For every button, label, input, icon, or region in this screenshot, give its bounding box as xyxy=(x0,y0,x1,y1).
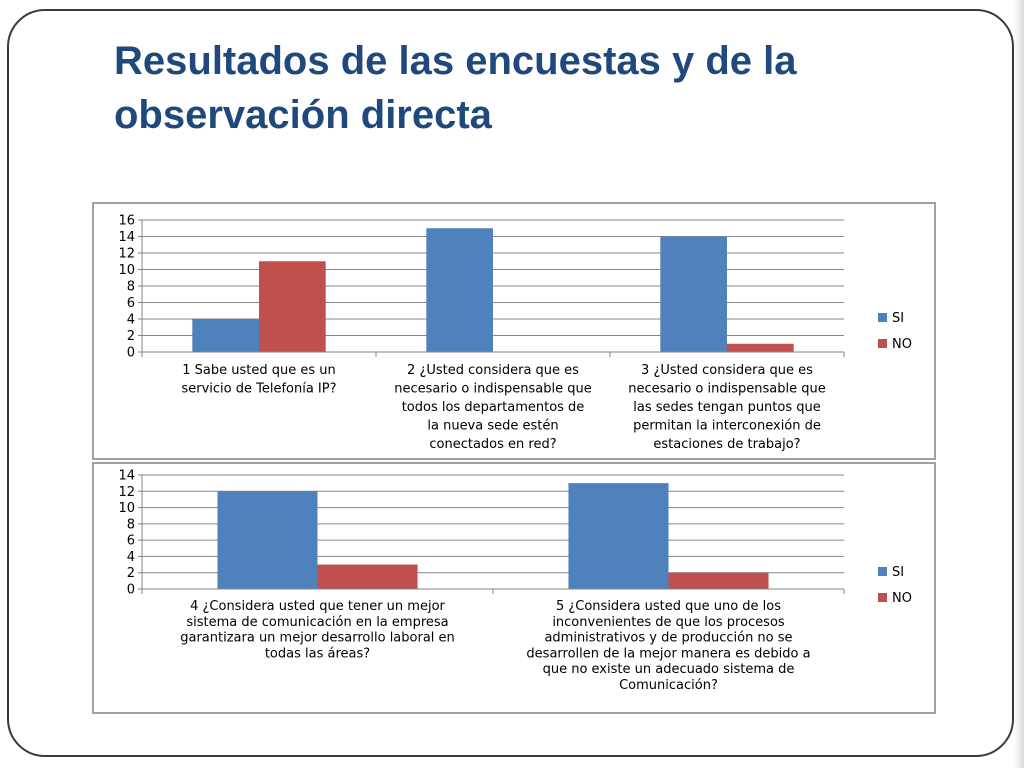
legend-label-si: SI xyxy=(892,311,904,326)
y-tick-label: 4 xyxy=(127,550,135,565)
y-tick-label: 4 xyxy=(127,313,135,328)
bar-si-1 xyxy=(217,491,318,589)
legend-label-si: SI xyxy=(892,565,904,580)
bar-si-2 xyxy=(568,483,669,589)
y-tick-label: 12 xyxy=(118,485,135,500)
x-category-label-line: sistema de comunicación en la empresa xyxy=(186,615,448,630)
y-tick-label: 16 xyxy=(118,214,135,229)
x-category-label-line: administrativos y de producción no se xyxy=(544,631,792,646)
x-category-label-line: inconvenientes de que los procesos xyxy=(552,615,785,630)
bar-no-3 xyxy=(727,343,794,352)
x-category-label-line: Comunicación? xyxy=(619,678,718,693)
x-category-label-line: necesario o indispensable que xyxy=(628,382,825,397)
bar-no-1 xyxy=(259,261,326,352)
x-category-label-line: 5 ¿Considera usted que uno de los xyxy=(556,599,781,614)
legend-label-no: NO xyxy=(892,591,912,606)
x-category-label-line: 4 ¿Considera usted que tener un mejor xyxy=(190,599,445,614)
y-tick-label: 0 xyxy=(127,346,135,361)
y-tick-label: 10 xyxy=(118,263,135,278)
x-category-label-line: conectados en red? xyxy=(429,437,556,452)
slide-title: Resultados de las encuestas y de la obse… xyxy=(114,39,797,137)
x-category-label-line: todos los departamentos de xyxy=(402,400,585,415)
y-tick-label: 8 xyxy=(127,280,135,295)
x-category-label-line: todas las áreas? xyxy=(265,646,370,661)
x-category-label-2: 2 ¿Usted considera que es necesario o ind… xyxy=(394,363,591,452)
x-category-label-line: necesario o indispensable que xyxy=(394,382,591,397)
bar-si-3 xyxy=(660,236,727,352)
chart-panel-2: 0 2 4 6 8 10 12 14 4 ¿Considera usted que tener … xyxy=(92,462,936,714)
x-category-label-line: 1 Sabe usted que es un xyxy=(182,363,336,378)
y-tick-label: 14 xyxy=(118,230,135,245)
legend-swatch-no xyxy=(878,593,887,602)
y-tick-label: 6 xyxy=(127,534,135,549)
y-tick-label: 2 xyxy=(127,566,135,581)
x-category-label-1: 1 Sabe usted que es un servicio de Telefo… xyxy=(181,363,336,397)
y-tick-label: 2 xyxy=(127,329,135,344)
bar-si-2 xyxy=(426,228,493,352)
y-tick-label: 8 xyxy=(127,517,135,532)
y-tick-label: 6 xyxy=(127,296,135,311)
x-category-label-line: que no existe un adecuado sistema de xyxy=(543,662,795,677)
legend-swatch-no xyxy=(878,339,887,348)
slide-edge-shadow xyxy=(1014,0,1024,768)
legend-swatch-si xyxy=(878,567,887,576)
bar-si-1 xyxy=(192,319,259,352)
x-category-label-line: permitan la interconexión de xyxy=(633,419,821,434)
y-tick-label: 10 xyxy=(118,501,135,516)
x-category-label-line: garantizara un mejor desarrollo laboral … xyxy=(180,631,455,646)
chart-panel-1: 0 2 4 6 8 10 12 14 16 1 Sabe usted que es un servi… xyxy=(92,202,936,460)
x-category-label-line: 3 ¿Usted considera que es xyxy=(641,363,813,378)
x-category-label-line: 2 ¿Usted considera que es xyxy=(407,363,579,378)
bar-no-2 xyxy=(668,572,769,589)
y-tick-label: 14 xyxy=(118,469,135,484)
y-tick-label: 0 xyxy=(127,583,135,598)
x-category-label-line: servicio de Telefonía IP? xyxy=(181,382,336,397)
x-category-label-3: 3 ¿Usted considera que es necesario o ind… xyxy=(628,363,825,452)
x-category-label-line: estaciones de trabajo? xyxy=(653,437,800,452)
y-tick-label: 12 xyxy=(118,247,135,262)
x-category-label-line: desarrollen de la mejor manera es debido… xyxy=(526,646,810,661)
x-category-label-line: las sedes tengan puntos que xyxy=(633,400,821,415)
bar-no-1 xyxy=(317,564,418,589)
legend-label-no: NO xyxy=(892,337,912,352)
x-category-label-1: 4 ¿Considera usted que tener un mejorsis… xyxy=(180,599,455,661)
x-category-label-2: 5 ¿Considera usted que uno de losinconve… xyxy=(526,599,810,693)
legend-swatch-si xyxy=(878,313,887,322)
x-category-label-line: la nueva sede estén xyxy=(427,419,558,434)
